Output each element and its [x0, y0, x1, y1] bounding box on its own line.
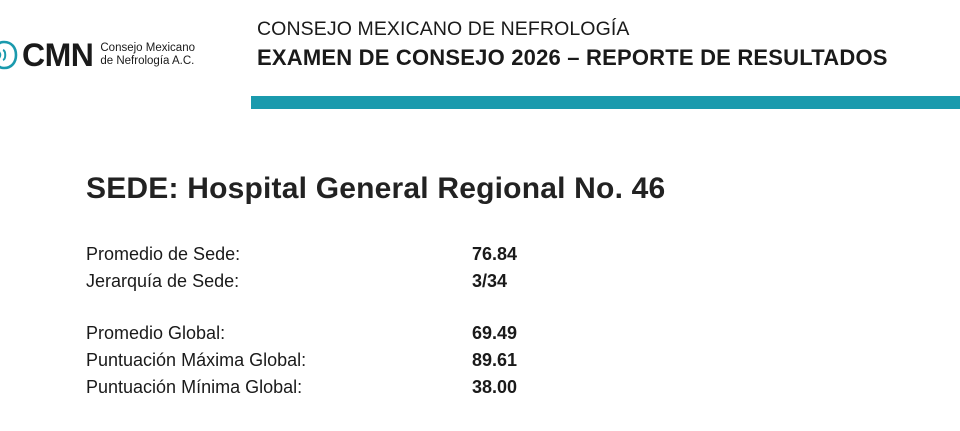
stat-value: 76.84: [472, 244, 518, 264]
kidney-logo-icon: [0, 40, 18, 70]
logo-name-line-2: de Nefrología A.C.: [100, 55, 195, 67]
stat-label: Puntuación Mínima Global:: [86, 377, 303, 397]
stat-row-global-max: Puntuación Máxima Global: 89.61: [86, 347, 566, 374]
stat-row-global-min: Puntuación Mínima Global: 38.00: [86, 374, 566, 401]
stat-row-site-average: Promedio de Sede: 76.84: [86, 241, 566, 268]
stat-label: Jerarquía de Sede:: [86, 271, 240, 291]
sede-heading: SEDE: Hospital General Regional No. 46: [86, 172, 666, 205]
header-accent-bar: [251, 96, 960, 109]
stat-label: Puntuación Máxima Global:: [86, 350, 307, 370]
site-stats: Promedio de Sede: 76.84 Jerarquía de Sed…: [86, 241, 566, 295]
stat-label: Promedio de Sede:: [86, 244, 241, 264]
logo-organization-name: Consejo Mexicano de Nefrología A.C.: [100, 42, 195, 68]
stat-value: 89.61: [472, 350, 518, 370]
organization-logo: CMN Consejo Mexicano de Nefrología A.C.: [0, 37, 195, 73]
organization-title: CONSEJO MEXICANO DE NEFROLOGÍA: [257, 18, 630, 40]
logo-name-line-1: Consejo Mexicano: [100, 42, 195, 54]
stat-value: 69.49: [472, 323, 518, 343]
report-title: EXAMEN DE CONSEJO 2026 – REPORTE DE RESU…: [257, 45, 888, 70]
stat-value: 38.00: [472, 377, 518, 397]
stat-row-global-average: Promedio Global: 69.49: [86, 320, 566, 347]
stat-row-site-rank: Jerarquía de Sede: 3/34: [86, 268, 566, 295]
global-stats: Promedio Global: 69.49 Puntuación Máxima…: [86, 320, 566, 401]
logo-abbreviation: CMN: [22, 37, 94, 73]
stat-label: Promedio Global:: [86, 323, 226, 343]
stat-value: 3/34: [472, 271, 508, 291]
